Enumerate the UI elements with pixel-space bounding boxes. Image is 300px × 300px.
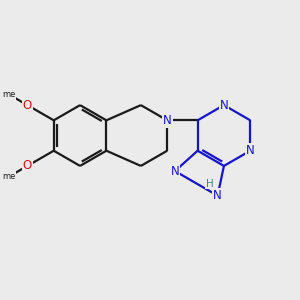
Text: O: O — [23, 99, 32, 112]
Text: N: N — [213, 189, 222, 202]
Text: N: N — [163, 114, 172, 127]
Text: me: me — [2, 90, 16, 99]
Text: O: O — [23, 159, 32, 172]
Text: N: N — [220, 99, 228, 112]
Text: H: H — [206, 178, 213, 188]
Text: N: N — [246, 144, 255, 157]
Text: me: me — [2, 172, 16, 181]
Text: N: N — [171, 165, 179, 178]
